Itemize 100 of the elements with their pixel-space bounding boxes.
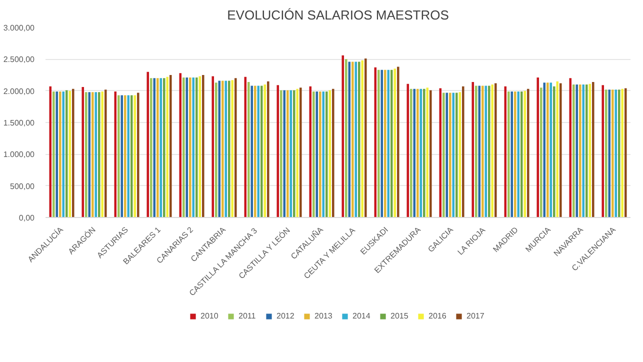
- bar: [608, 90, 611, 218]
- bar: [406, 84, 410, 218]
- bar: [348, 62, 351, 218]
- bar: [260, 86, 263, 218]
- bar: [439, 88, 442, 218]
- bar: [202, 75, 204, 218]
- bar: [526, 88, 530, 218]
- bar: [410, 88, 412, 218]
- bar: [624, 88, 627, 218]
- bar: [413, 88, 416, 218]
- bar: [160, 78, 162, 218]
- bar: [221, 80, 224, 218]
- bar: [384, 70, 386, 218]
- bar: [309, 86, 312, 218]
- y-tick-label: 2.500,00: [3, 55, 36, 64]
- bar: [150, 78, 152, 218]
- bar: [361, 60, 364, 218]
- bar: [124, 95, 126, 218]
- bar: [62, 91, 65, 218]
- bar: [559, 83, 562, 218]
- bar: [611, 90, 614, 218]
- bar: [517, 91, 520, 218]
- bar: [169, 75, 172, 218]
- bar: [192, 78, 195, 218]
- bar: [162, 78, 166, 218]
- bar: [276, 85, 280, 218]
- bar: [182, 78, 185, 218]
- legend-label: 2012: [276, 312, 296, 320]
- bar: [292, 90, 296, 218]
- bar: [494, 83, 497, 218]
- bar: [429, 90, 432, 218]
- bar: [540, 88, 542, 218]
- bar: [198, 76, 202, 218]
- bar: [507, 91, 510, 218]
- bar: [474, 86, 478, 218]
- bar: [68, 90, 72, 218]
- bar: [114, 91, 117, 218]
- y-tick-label: 500,00: [10, 182, 36, 191]
- bar: [130, 95, 133, 218]
- bar: [416, 88, 419, 218]
- legend-label: 2016: [428, 312, 448, 320]
- bar: [49, 86, 52, 218]
- bar: [604, 90, 608, 218]
- bar: [250, 86, 254, 218]
- bar: [344, 59, 348, 218]
- y-tick-label: 3.000,00: [3, 24, 36, 32]
- bar: [98, 92, 100, 218]
- bar: [572, 84, 575, 218]
- bar: [396, 66, 400, 218]
- bar: [387, 70, 390, 218]
- legend-label: 2013: [314, 312, 334, 320]
- bar: [351, 62, 354, 218]
- y-tick-label: 0,00: [18, 214, 36, 222]
- bar: [136, 92, 140, 218]
- chart-title: EVOLUCIÓN SALARIOS MAESTROS: [227, 8, 450, 22]
- bar: [576, 84, 578, 218]
- bar: [524, 90, 526, 218]
- bar: [446, 92, 448, 218]
- bar: [394, 68, 396, 218]
- bar: [91, 92, 94, 218]
- bar: [58, 91, 62, 218]
- y-tick-label: 1.000,00: [3, 150, 36, 160]
- bar: [296, 88, 299, 218]
- bar: [127, 95, 130, 218]
- bar: [322, 91, 325, 218]
- bar: [325, 91, 328, 218]
- bar: [186, 78, 188, 218]
- bar: [316, 91, 318, 218]
- bar: [514, 91, 516, 218]
- bar: [228, 80, 230, 218]
- bar: [266, 81, 270, 218]
- bar: [420, 88, 422, 218]
- bar: [504, 86, 507, 218]
- bar: [153, 78, 156, 218]
- bar: [621, 88, 624, 218]
- bar: [472, 82, 474, 218]
- bar: [478, 86, 481, 218]
- bar: [569, 78, 572, 218]
- bar: [556, 81, 559, 218]
- bar: [552, 86, 556, 218]
- bar: [602, 85, 604, 218]
- bar: [247, 82, 250, 218]
- bar: [117, 95, 120, 218]
- bar: [146, 72, 150, 218]
- bar: [332, 88, 334, 218]
- bar: [212, 76, 214, 218]
- bar: [84, 92, 88, 218]
- bar: [82, 87, 84, 218]
- bar: [377, 70, 380, 218]
- bar: [481, 86, 484, 218]
- y-tick-label: 2.000,00: [3, 86, 36, 96]
- bar: [244, 76, 247, 218]
- bar: [195, 78, 198, 218]
- bar: [546, 82, 549, 218]
- bar: [520, 91, 523, 218]
- bar: [65, 90, 68, 218]
- bar: [380, 70, 384, 218]
- bar: [328, 90, 332, 218]
- bar: [491, 84, 494, 218]
- bar: [442, 92, 445, 218]
